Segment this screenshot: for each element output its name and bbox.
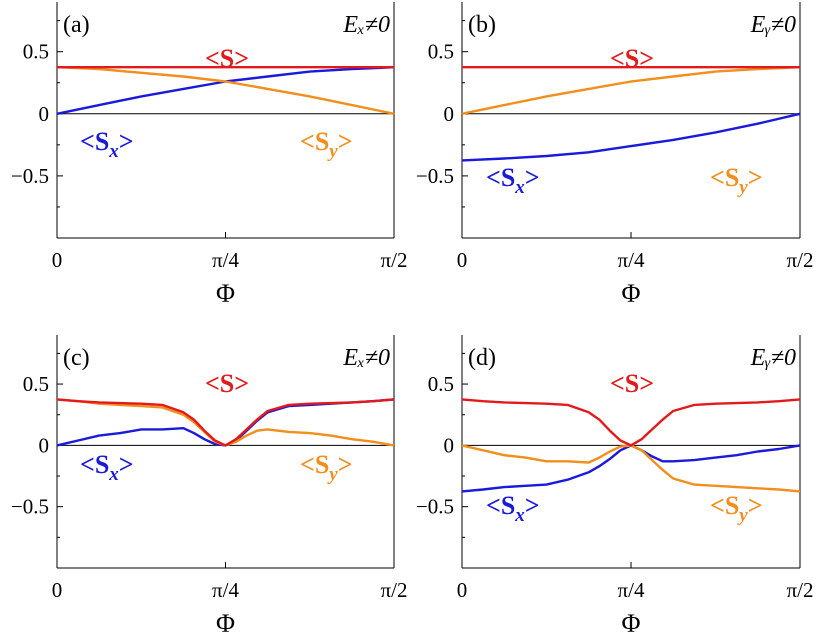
annotation-main: <S [300, 450, 329, 479]
annotation-Sx: <Sx> [486, 163, 540, 198]
y-tick-label: 0 [39, 433, 50, 457]
annotation-end: > [119, 127, 134, 156]
x-tick-label: π/4 [618, 248, 645, 272]
x-tick-label: π/2 [787, 578, 814, 602]
annotation-main: <S [710, 163, 739, 192]
series-line-Sx [56, 66, 395, 115]
annotation-subscript: x [108, 141, 119, 162]
field-condition: Eₓ≠0 [342, 345, 390, 371]
annotation-subscript: y [737, 505, 748, 526]
series-line-Sy [461, 66, 801, 115]
x-axis-label: Φ [216, 279, 235, 308]
annotation-subscript: y [737, 177, 748, 198]
y-tick-label: 0.5 [23, 40, 49, 64]
annotation-S: <S> [205, 44, 249, 73]
annotation-end: > [525, 163, 540, 192]
x-axis-label: Φ [216, 609, 235, 633]
annotation-subscript: x [108, 464, 119, 485]
annotation-end: > [525, 491, 540, 520]
y-tick-label: −0.5 [11, 495, 49, 519]
x-tick-label: π/2 [381, 248, 408, 272]
x-tick-label: 0 [457, 578, 468, 602]
panel-label: (a) [63, 12, 90, 38]
y-tick-label: 0.5 [23, 372, 49, 396]
annotation-main: <S [710, 491, 739, 520]
series-line-S [56, 398, 395, 447]
field-condition: Eᵧ≠0 [750, 345, 796, 371]
y-tick-label: 0 [444, 433, 455, 457]
series-line-Sx [461, 112, 801, 162]
x-tick-label: π/4 [618, 578, 645, 602]
annotation-subscript: y [327, 464, 338, 485]
y-tick-label: 0 [39, 102, 50, 126]
panel-c: 0.50−0.50 π/4 π/2Φ(c) Eₓ≠0<S><Sx> <Sy> [11, 335, 408, 633]
annotation-end: > [338, 127, 353, 156]
x-tick-label: π/4 [212, 248, 239, 272]
annotation-main: <S [486, 163, 515, 192]
x-tick-label: π/2 [381, 578, 408, 602]
annotation-end: > [119, 450, 134, 479]
annotation-main: <S [300, 127, 329, 156]
panel-label: (d) [468, 345, 496, 371]
x-tick-label: 0 [52, 248, 63, 272]
series-line-Sy [56, 398, 395, 447]
y-tick-label: 0.5 [428, 372, 454, 396]
y-tick-label: −0.5 [416, 164, 454, 188]
x-tick-label: 0 [52, 578, 63, 602]
annotation-subscript: x [514, 177, 525, 198]
y-tick-label: 0 [444, 102, 455, 126]
x-tick-label: 0 [457, 248, 468, 272]
annotation-Sy: <Sy> [710, 163, 763, 198]
annotation-S: <S> [610, 369, 654, 398]
annotation-Sy: <Sy> [300, 127, 353, 162]
x-axis-label: Φ [621, 279, 640, 308]
field-condition: Eₓ≠0 [342, 12, 390, 38]
annotation-S: <S> [610, 44, 654, 73]
annotation-subscript: y [327, 141, 338, 162]
annotation-S: <S> [205, 369, 249, 398]
annotation-subscript: x [514, 505, 525, 526]
annotation-main: <S [80, 450, 109, 479]
annotation-Sx: <Sx> [80, 450, 134, 485]
series-line-S [461, 398, 801, 447]
field-condition: Eᵧ≠0 [750, 12, 796, 38]
x-tick-label: π/4 [212, 578, 239, 602]
annotation-main: <S [80, 127, 109, 156]
annotation-end: > [748, 491, 763, 520]
x-axis-label: Φ [621, 609, 640, 633]
y-tick-label: 0.5 [428, 40, 454, 64]
y-tick-label: −0.5 [11, 164, 49, 188]
annotation-main: <S [486, 491, 515, 520]
y-tick-label: −0.5 [416, 495, 454, 519]
annotation-end: > [338, 450, 353, 479]
panel-a: 0.50−0.50 π/4 π/2Φ(a) Eₓ≠0<S><Sx> <Sy> [11, 2, 408, 308]
panel-label: (b) [468, 12, 496, 38]
panel-b: 0.50−0.50 π/4 π/2Φ(b) Eᵧ≠0<S><Sx> <Sy> [416, 2, 814, 308]
panel-label: (c) [63, 345, 90, 371]
annotation-end: > [748, 163, 763, 192]
annotation-Sy: <Sy> [300, 450, 353, 485]
annotation-Sy: <Sy> [710, 491, 763, 526]
series-line-Sy [56, 66, 395, 115]
annotation-Sx: <Sx> [80, 127, 134, 162]
series-line-Sx [461, 444, 801, 493]
annotation-Sx: <Sx> [486, 491, 540, 526]
x-tick-label: π/2 [787, 248, 814, 272]
panel-d: 0.50−0.50 π/4 π/2Φ(d) Eᵧ≠0<S><Sx> <Sy> [416, 335, 814, 633]
